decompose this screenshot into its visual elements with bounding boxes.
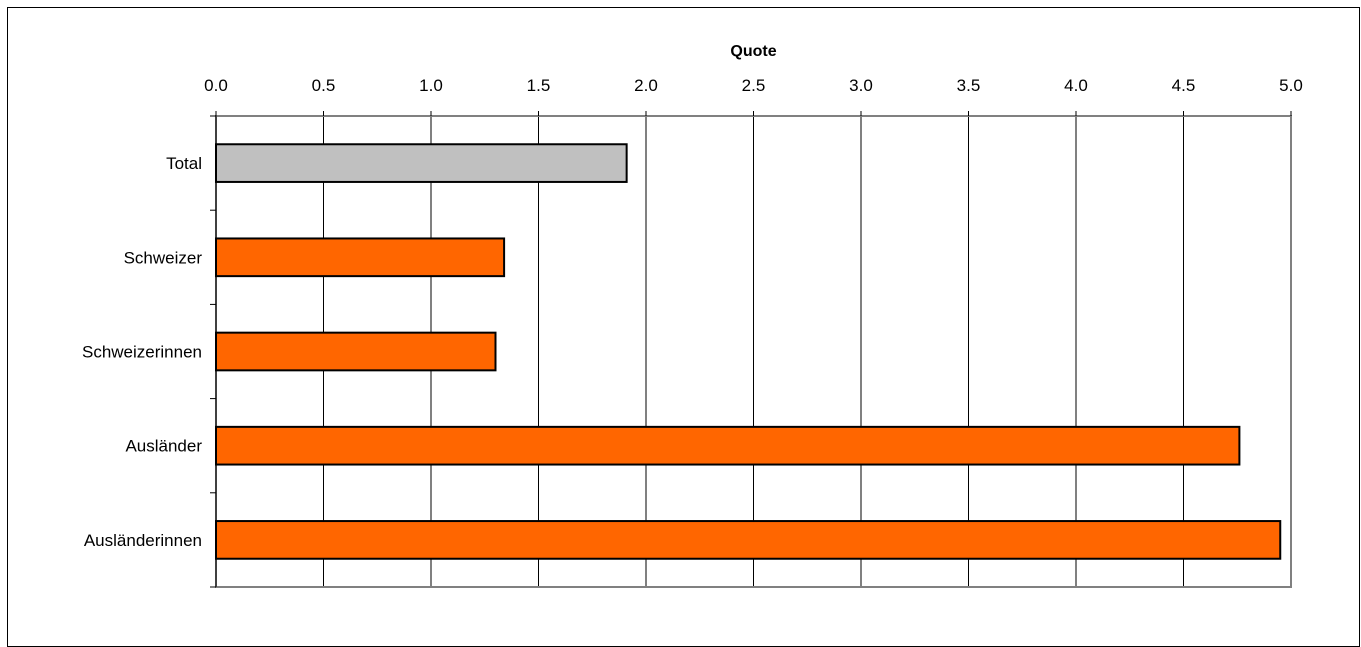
bar-schweizerinnen xyxy=(215,331,497,372)
category-label: Total xyxy=(166,154,202,173)
x-tick-label: 1.0 xyxy=(419,76,443,95)
bar-schweizer xyxy=(215,237,506,278)
labels: Quote 0.0 0.5 1.0 1.5 2.0 2.5 3.0 3.5 4.0 4.5 5.0 T… xyxy=(82,43,1303,550)
x-tick-label: 5.0 xyxy=(1279,76,1303,95)
x-tick-label: 4.5 xyxy=(1172,76,1196,95)
category-label: Ausländerinnen xyxy=(84,531,202,550)
category-label: Ausländer xyxy=(125,437,202,456)
bar-ausländer xyxy=(215,425,1241,466)
category-label: Schweizerinnen xyxy=(82,343,202,362)
x-tick-label: 4.0 xyxy=(1064,76,1088,95)
bars xyxy=(215,143,1282,560)
x-tick-label: 1.5 xyxy=(527,76,551,95)
bar-chart: Quote 0.0 0.5 1.0 1.5 2.0 2.5 3.0 3.5 4.0 4.5 5.0 T… xyxy=(82,43,1303,588)
bar-total xyxy=(215,143,628,183)
x-tick-label: 3.0 xyxy=(849,76,873,95)
x-tick-label: 0.0 xyxy=(204,76,228,95)
x-tick-label: 0.5 xyxy=(312,76,336,95)
x-tick-label: 2.5 xyxy=(742,76,766,95)
x-axis-title: Quote xyxy=(730,43,776,60)
gridlines xyxy=(323,116,1184,587)
category-label: Schweizer xyxy=(124,248,203,267)
x-tick-label: 3.5 xyxy=(957,76,981,95)
bar-ausländerinnen xyxy=(215,520,1282,560)
x-tick-label: 2.0 xyxy=(634,76,658,95)
